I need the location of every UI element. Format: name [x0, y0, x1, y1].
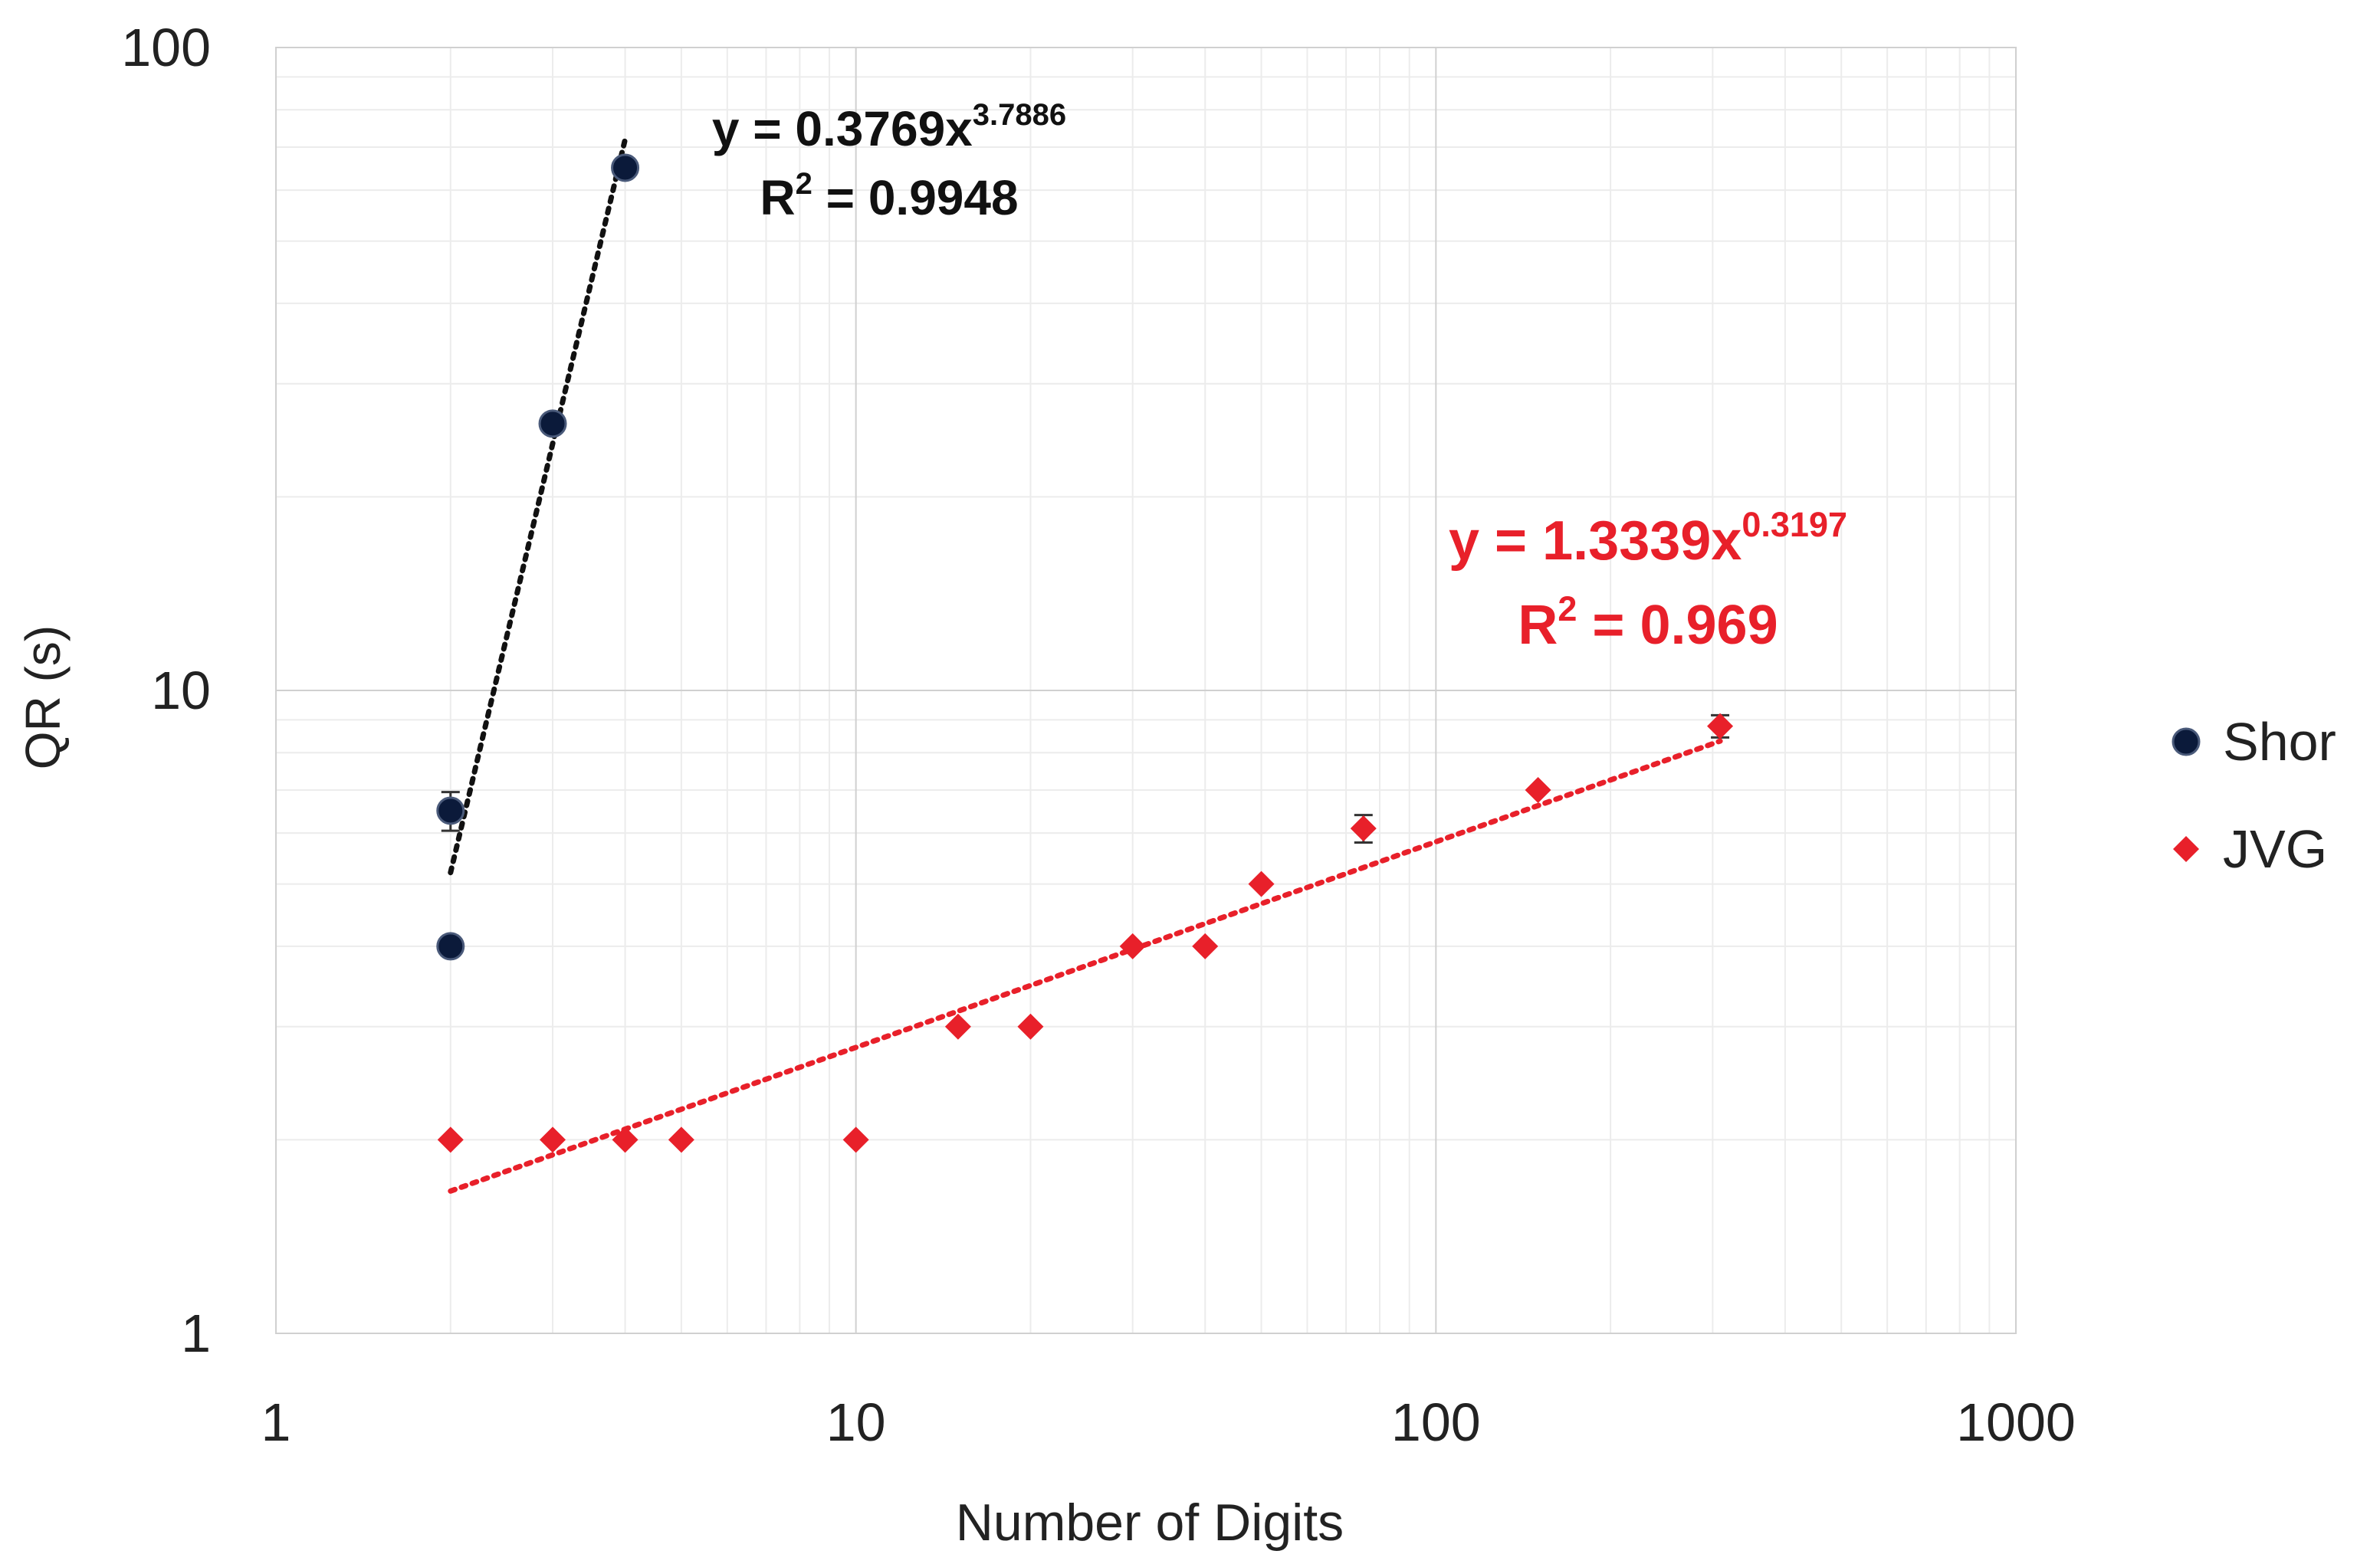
legend-label-shor: Shor [2223, 712, 2336, 772]
jvg-data-point [1350, 815, 1377, 842]
jvg-trendline-r2: R2 = 0.969 [1518, 589, 1778, 656]
jvg-data-point [1248, 871, 1275, 897]
shor-data-point [436, 796, 465, 825]
jvg-data-point [1192, 933, 1219, 959]
jvg-trendline [448, 738, 1723, 1194]
x-tick-label: 1000 [1956, 1392, 2076, 1452]
trendlines [448, 136, 1723, 1194]
plot-area-border [275, 47, 2017, 1334]
jvg-data-point [1707, 713, 1734, 739]
shor-trendline-r2: R2 = 0.9948 [760, 167, 1018, 225]
jvg-data-point [540, 1126, 566, 1153]
shor-data-point [538, 409, 567, 438]
jvg-data-point [1525, 776, 1551, 803]
y-tick-label: 10 [151, 661, 211, 720]
data-markers [436, 153, 1734, 1153]
jvg-data-point [1017, 1013, 1044, 1040]
shor-data-point [611, 153, 640, 182]
shor-trendline-equation: y = 0.3769x3.7886 [712, 98, 1066, 156]
x-tick-label: 10 [826, 1392, 886, 1452]
legend-item-jvg: JVG [2173, 819, 2327, 879]
y-tick-label: 1 [181, 1303, 211, 1363]
legend: Shor JVG [2172, 712, 2336, 879]
x-axis-label: Number of Digits [956, 1494, 1344, 1552]
legend-marker-shor [2172, 727, 2201, 756]
jvg-data-point [668, 1126, 694, 1153]
legend-item-shor: Shor [2172, 712, 2336, 772]
shor-trendline [448, 136, 629, 876]
y-tick-label: 100 [121, 18, 211, 77]
x-tick-label: 1 [261, 1392, 291, 1452]
x-tick-label: 100 [1391, 1392, 1481, 1452]
trendline-equations: y = 0.3769x3.7886 R2 = 0.9948 y = 1.3339x0… [712, 98, 1847, 656]
legend-marker-jvg [2173, 836, 2199, 862]
shor-data-point [436, 932, 465, 961]
jvg-data-point [842, 1126, 869, 1153]
x-axis-tick-labels: 1 10 100 1000 [261, 1392, 2076, 1452]
jvg-data-point [612, 1126, 638, 1153]
jvg-data-point [1119, 933, 1146, 959]
y-axis-tick-labels: 1 10 100 [121, 18, 211, 1363]
jvg-trendline-equation: y = 1.3339x0.3197 [1449, 505, 1847, 572]
jvg-data-point [944, 1013, 971, 1040]
legend-label-jvg: JVG [2223, 819, 2327, 879]
jvg-data-point [437, 1126, 464, 1153]
y-axis-label: QR (s) [15, 625, 71, 769]
